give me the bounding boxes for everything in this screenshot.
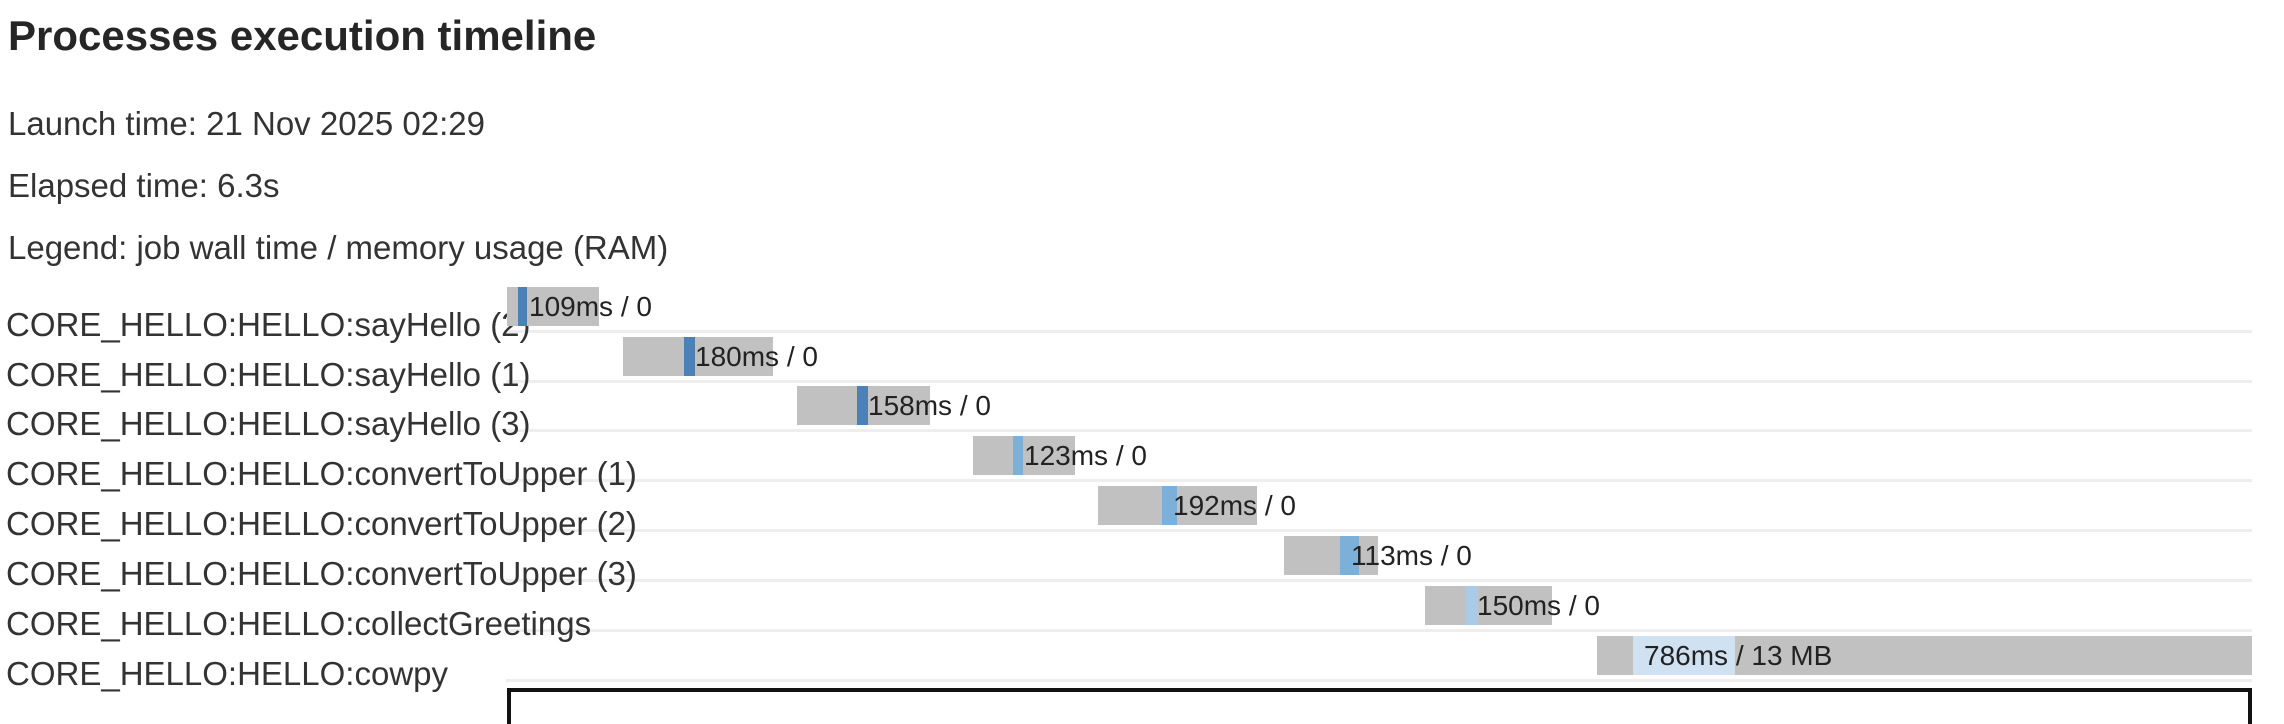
bottom-panel-border	[507, 688, 2252, 724]
task-bar-runtime-segment	[1633, 636, 1735, 675]
row-grid-line	[506, 479, 2252, 482]
task-bar-runtime-segment	[1340, 536, 1359, 575]
task-bar-label: 192ms / 0	[1173, 490, 1296, 521]
process-label: CORE_HELLO:HELLO:convertToUpper (1)	[6, 455, 637, 492]
task-bar	[1425, 586, 1552, 625]
process-label: CORE_HELLO:HELLO:convertToUpper (2)	[6, 505, 637, 542]
task-bar-label: 123ms / 0	[1024, 440, 1147, 471]
process-label: CORE_HELLO:HELLO:sayHello (2)	[6, 306, 531, 343]
launch-time-text: Launch time: 21 Nov 2025 02:29	[8, 105, 486, 142]
row-grid-line	[506, 629, 2252, 632]
process-label: CORE_HELLO:HELLO:sayHello (3)	[6, 405, 531, 442]
page-title: Processes execution timeline	[8, 12, 597, 59]
task-bar-runtime-segment	[684, 337, 695, 376]
row-grid-line	[506, 330, 2252, 333]
task-bar	[623, 337, 773, 376]
task-bar-runtime-segment	[857, 386, 868, 425]
row-grid-line	[506, 380, 2252, 383]
task-bar	[973, 436, 1075, 475]
task-bar-label: 158ms / 0	[868, 390, 991, 421]
task-bar-label: 109ms / 0	[529, 291, 652, 322]
task-bar-label: 786ms / 13 MB	[1644, 640, 1833, 671]
task-bar	[1098, 486, 1257, 525]
row-grid-line	[506, 429, 2252, 432]
task-bar-label: 113ms / 0	[1351, 540, 1472, 571]
process-label: CORE_HELLO:HELLO:convertToUpper (3)	[6, 555, 637, 592]
task-bar-runtime-segment	[1162, 486, 1177, 525]
task-bar	[1284, 536, 1378, 575]
task-bar-label: 150ms / 0	[1477, 590, 1600, 621]
row-grid-line	[506, 679, 2252, 682]
process-label: CORE_HELLO:HELLO:sayHello (1)	[6, 356, 531, 393]
task-bar-label: 180ms / 0	[695, 341, 818, 372]
elapsed-time-text: Elapsed time: 6.3s	[8, 167, 280, 204]
task-bar-runtime-segment	[1466, 586, 1478, 625]
task-bar-runtime-segment	[518, 287, 527, 326]
process-label: CORE_HELLO:HELLO:collectGreetings	[6, 605, 592, 642]
task-bar-runtime-segment	[1013, 436, 1023, 475]
row-grid-line	[506, 579, 2252, 582]
row-grid-line	[506, 529, 2252, 532]
process-label: CORE_HELLO:HELLO:cowpy	[6, 655, 449, 692]
run-metadata: Launch time: 21 Nov 2025 02:29 Elapsed t…	[8, 93, 668, 279]
legend-text: Legend: job wall time / memory usage (RA…	[8, 229, 669, 266]
